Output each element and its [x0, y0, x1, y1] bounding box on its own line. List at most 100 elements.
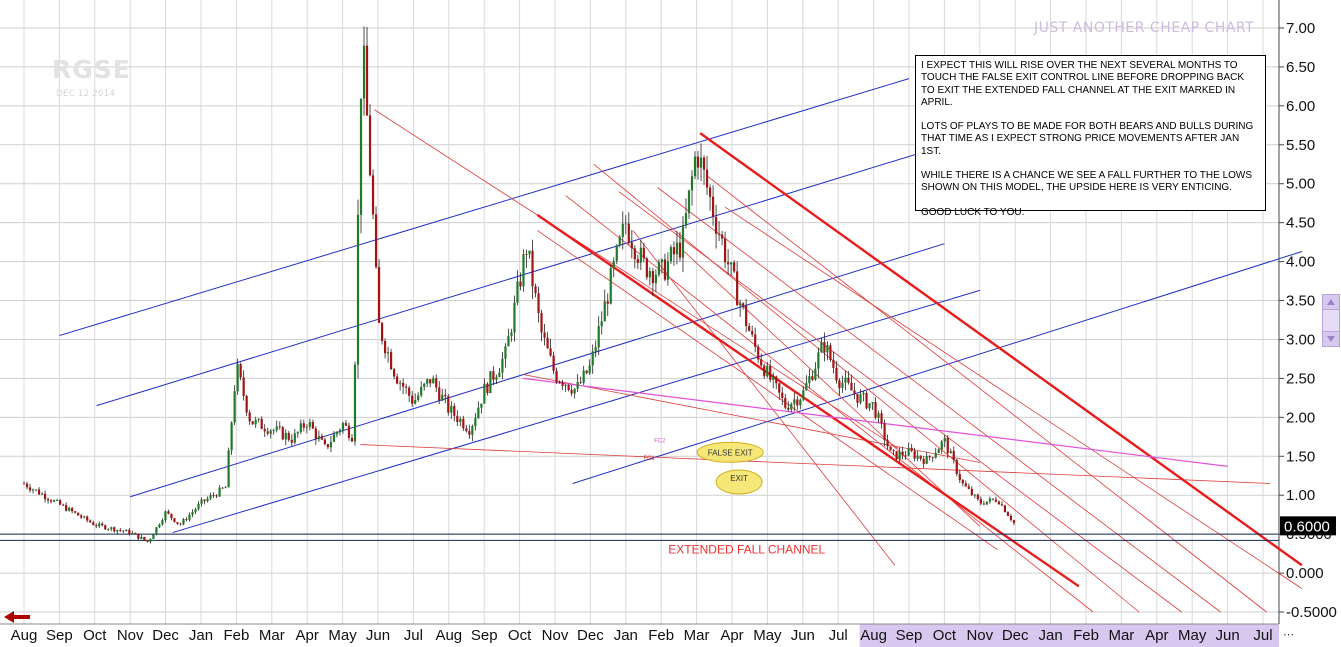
candle-body — [540, 313, 543, 333]
candle-body — [856, 393, 859, 403]
x-tick-label: Jul — [829, 627, 848, 644]
candle-body — [224, 487, 227, 489]
candle-body — [736, 271, 739, 306]
candle-body — [227, 450, 230, 488]
candle-body — [585, 370, 588, 374]
candle-body — [603, 301, 606, 322]
x-tick-label: Jun — [1216, 627, 1240, 644]
candle-body — [934, 453, 937, 458]
x-tick-label: Apr — [296, 627, 319, 644]
scroll-up-button[interactable] — [1322, 294, 1340, 310]
candle-body — [338, 429, 342, 433]
candle-body — [666, 261, 670, 280]
candle-body — [95, 525, 98, 527]
candle-body — [868, 403, 871, 409]
y-tick-label: 3.00 — [1286, 331, 1315, 348]
chart-annotations: FALSE EXIT EXIT EXTENDED FALL CHANNEL FC2 FC… — [644, 438, 826, 556]
candle-body — [176, 522, 179, 524]
candle-body — [429, 379, 432, 384]
x-tick-label: Oct — [83, 627, 107, 644]
candle-body — [865, 392, 868, 409]
x-tick-label: Feb — [223, 627, 249, 644]
candle-body — [877, 413, 880, 418]
candle-body — [654, 274, 657, 284]
candle-body — [778, 383, 781, 393]
candle-body — [913, 450, 916, 459]
candle-body — [34, 489, 38, 491]
candle-body — [687, 190, 691, 214]
candle-body — [705, 169, 709, 188]
x-tick-label: Sep — [46, 627, 73, 644]
candle-body — [344, 423, 348, 426]
candle-body — [161, 520, 164, 525]
candle-body — [612, 261, 615, 269]
candle-body — [116, 530, 119, 532]
candle-body — [269, 430, 272, 434]
candle-body — [486, 383, 489, 393]
candle-body — [74, 511, 77, 513]
candle-body — [675, 242, 679, 255]
x-tick-label: Dec — [152, 627, 179, 644]
candle-body — [113, 527, 116, 532]
candle-body — [278, 426, 281, 428]
candle-body — [49, 500, 53, 502]
scroll-left-arrow-icon[interactable] — [2, 610, 32, 624]
candle-body — [720, 234, 724, 239]
candle-body — [212, 495, 215, 497]
scroll-down-button[interactable] — [1322, 331, 1340, 347]
scroll-track[interactable] — [1322, 310, 1340, 331]
y-axis: 7.00 6.50 6.00 5.50 5.00 4.50 4.00 3.50 3.00 2.50… — [1279, 20, 1337, 621]
candle-body — [859, 394, 862, 403]
red-channel-line — [706, 175, 1267, 613]
candle-body — [543, 332, 546, 338]
y-tick-label: -0.5000 — [1286, 604, 1337, 621]
false-exit-marker — [696, 441, 764, 463]
candle-body — [663, 259, 667, 280]
x-tick-label: Feb — [648, 627, 674, 644]
candle-body — [985, 501, 988, 505]
candle-body — [796, 399, 799, 406]
candle-body — [793, 399, 796, 404]
candle-body — [1012, 520, 1016, 523]
candle-body — [579, 382, 582, 383]
x-tick-label: May — [753, 627, 782, 644]
candle-body — [374, 214, 378, 268]
candle-body — [25, 483, 29, 488]
settings-icon[interactable]: ⋯ — [1283, 628, 1294, 641]
red-channel-line — [360, 444, 1271, 484]
candle-body — [263, 428, 266, 432]
candle-body — [293, 433, 296, 443]
candle-body — [711, 196, 715, 218]
candle-body — [104, 525, 107, 530]
candle-body — [239, 364, 242, 378]
candle-body — [519, 281, 522, 287]
red-channel-line — [593, 163, 1140, 613]
candle-body — [582, 370, 585, 383]
candle-body — [528, 250, 531, 255]
candle-body — [651, 271, 654, 284]
candle-body — [549, 348, 552, 356]
candle-body — [826, 345, 829, 353]
blue-channel-lines — [59, 78, 1303, 534]
candle-body — [817, 352, 820, 369]
note-paragraph-4: GOOD LUCK TO YOU. — [921, 206, 1025, 218]
magenta-control-line — [523, 377, 1228, 467]
candle-body — [377, 267, 381, 323]
candle-body — [745, 305, 748, 327]
candle-body — [958, 473, 961, 480]
candle-body — [402, 382, 405, 387]
candle-body — [537, 293, 540, 314]
candle-body — [808, 376, 811, 384]
candle-body — [275, 426, 278, 431]
candle-body — [883, 423, 886, 441]
candle-body — [648, 271, 651, 278]
candle-body — [266, 431, 269, 434]
candle-body — [564, 385, 567, 386]
x-tick-label: Mar — [1108, 627, 1134, 644]
candle-body — [474, 418, 477, 427]
candle-body — [353, 364, 357, 442]
candle-body — [191, 511, 194, 515]
candle-body — [642, 247, 645, 259]
candle-body — [1003, 505, 1007, 513]
candle-body — [435, 378, 438, 388]
